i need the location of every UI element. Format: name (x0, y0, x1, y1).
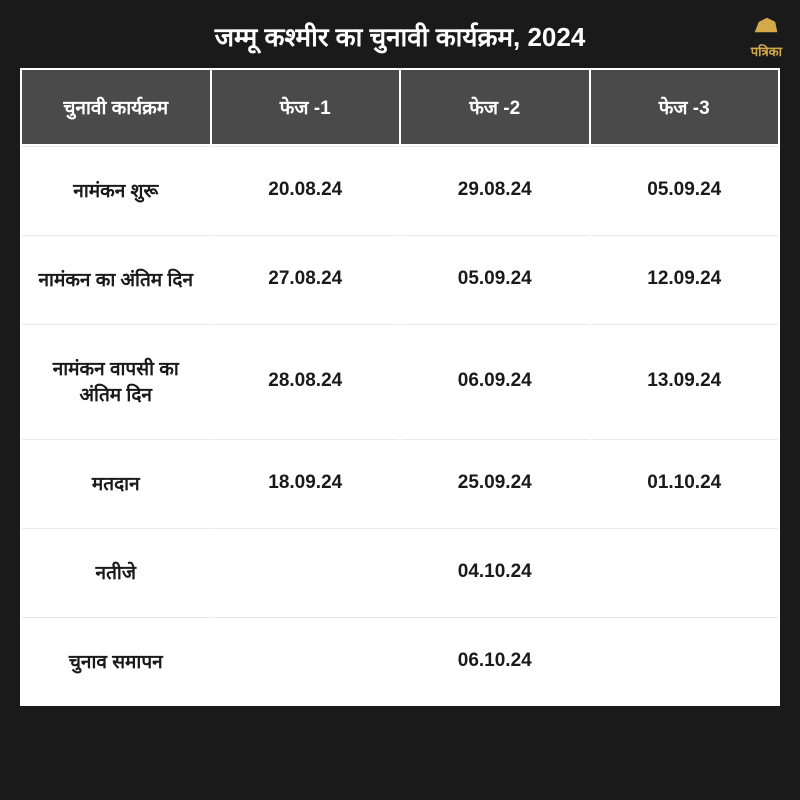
page-title: जम्मू कश्मीर का चुनावी कार्यक्रम, 2024 (215, 18, 586, 54)
row-label: नामंकन शुरू (22, 146, 210, 233)
row-label: नामंकन वापसी का अंतिम दिन (22, 324, 210, 437)
table-row: नामंकन का अंतिम दिन 27.08.24 05.09.24 12… (22, 235, 778, 322)
cell-value: 05.09.24 (401, 235, 589, 322)
table-body: नामंकन शुरू 20.08.24 29.08.24 05.09.24 न… (22, 146, 778, 704)
brand-text: पत्रिका (751, 42, 782, 60)
cell-value: 25.09.24 (401, 439, 589, 526)
table-row: मतदान 18.09.24 25.09.24 01.10.24 (22, 439, 778, 526)
column-header-phase1: फेज -1 (212, 70, 400, 144)
table-row: चुनाव समापन 06.10.24 (22, 617, 778, 704)
row-label: चुनाव समापन (22, 617, 210, 704)
column-header-event: चुनावी कार्यक्रम (22, 70, 210, 144)
cell-value: 28.08.24 (212, 324, 400, 437)
column-header-phase2: फेज -2 (401, 70, 589, 144)
cell-value: 20.08.24 (212, 146, 400, 233)
table-header-row: चुनावी कार्यक्रम फेज -1 फेज -2 फेज -3 (22, 70, 778, 144)
cell-value: 12.09.24 (591, 235, 779, 322)
table-row: नतीजे 04.10.24 (22, 528, 778, 615)
cell-value: 13.09.24 (591, 324, 779, 437)
schedule-table: चुनावी कार्यक्रम फेज -1 फेज -2 फेज -3 ना… (20, 68, 780, 706)
lion-icon (753, 14, 779, 40)
row-label: नामंकन का अंतिम दिन (22, 235, 210, 322)
cell-value: 29.08.24 (401, 146, 589, 233)
cell-value: 05.09.24 (591, 146, 779, 233)
column-header-phase3: फेज -3 (591, 70, 779, 144)
cell-value: 27.08.24 (212, 235, 400, 322)
header: जम्मू कश्मीर का चुनावी कार्यक्रम, 2024 प… (0, 0, 800, 68)
cell-value: 01.10.24 (591, 439, 779, 526)
cell-value: 18.09.24 (212, 439, 400, 526)
cell-value-merged: 06.10.24 (212, 617, 779, 704)
schedule-table-container: चुनावी कार्यक्रम फेज -1 फेज -2 फेज -3 ना… (20, 68, 780, 706)
table-row: नामंकन वापसी का अंतिम दिन 28.08.24 06.09… (22, 324, 778, 437)
row-label: मतदान (22, 439, 210, 526)
row-label: नतीजे (22, 528, 210, 615)
cell-value-merged: 04.10.24 (212, 528, 779, 615)
brand-logo: पत्रिका (751, 14, 782, 60)
table-row: नामंकन शुरू 20.08.24 29.08.24 05.09.24 (22, 146, 778, 233)
cell-value: 06.09.24 (401, 324, 589, 437)
